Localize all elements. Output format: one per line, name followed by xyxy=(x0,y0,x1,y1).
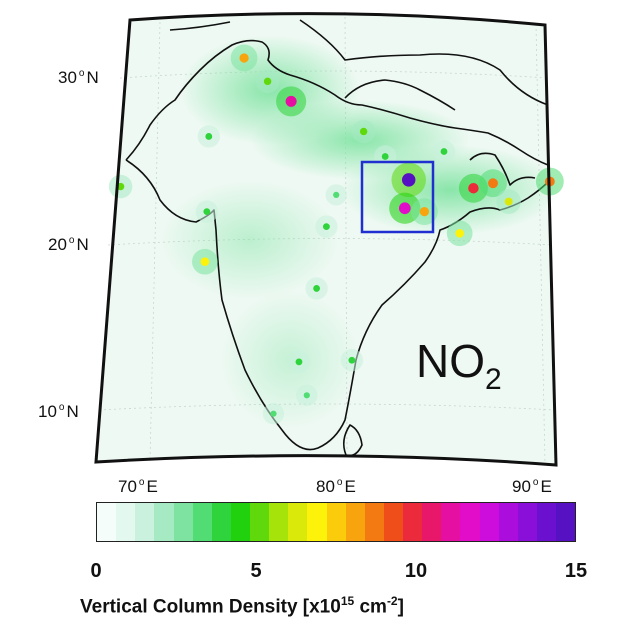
lon-label-70: 70 o E xyxy=(118,477,158,496)
hotspot xyxy=(488,178,498,189)
hotspot xyxy=(504,197,513,206)
hotspot xyxy=(455,228,464,238)
colorbar-tick-10: 10 xyxy=(404,560,428,582)
colorbar-swatch xyxy=(116,503,136,541)
colorbar-label: Vertical Column Density [x1015 cm-2] xyxy=(80,594,404,618)
no2-hotspots xyxy=(108,44,564,425)
colorbar-swatch xyxy=(479,503,499,541)
colorbar-swatch xyxy=(154,503,174,541)
hotspot xyxy=(285,95,297,107)
hotspot xyxy=(440,148,448,155)
colorbar-swatch xyxy=(135,503,155,541)
colorbar-swatch xyxy=(422,503,442,541)
hotspot xyxy=(263,77,272,86)
species-label: NO2 xyxy=(416,335,502,396)
colorbar-swatch xyxy=(441,503,461,541)
study-region-box xyxy=(360,160,435,234)
colorbar-swatch xyxy=(307,503,327,541)
colorbar-swatch xyxy=(364,503,384,541)
colorbar-swatch xyxy=(211,503,231,541)
hotspot xyxy=(401,173,416,187)
colorbar-swatch xyxy=(269,503,289,541)
hotspot xyxy=(381,153,389,160)
hotspot xyxy=(333,191,340,199)
hotspot xyxy=(295,358,303,366)
colorbar-tick-15: 15 xyxy=(564,560,588,582)
western-border xyxy=(125,39,291,161)
nepal-border xyxy=(344,79,456,111)
colorbar-swatch xyxy=(517,503,537,541)
srilanka xyxy=(342,424,363,457)
colorbar-swatch xyxy=(173,503,193,541)
hotspot xyxy=(313,285,321,292)
hotspot xyxy=(270,410,277,417)
lon-label-90: 90 o E xyxy=(512,477,552,496)
bangladesh-border xyxy=(469,152,536,186)
colorbar-swatch xyxy=(326,503,346,541)
hotspot xyxy=(205,133,213,140)
hotspot xyxy=(303,392,310,399)
hotspot xyxy=(200,257,210,267)
himalaya-border xyxy=(289,74,549,166)
colorbar-swatch xyxy=(460,503,480,541)
lat-label-20: 20 o N xyxy=(48,235,89,254)
lon-label-80: 80 o E xyxy=(316,477,356,496)
colorbar-swatch xyxy=(192,503,212,541)
colorbar-swatch xyxy=(97,503,117,541)
colorbar-swatch xyxy=(536,503,556,541)
colorbar-swatch xyxy=(345,503,365,541)
hotspot xyxy=(359,127,368,136)
hotspot xyxy=(398,202,411,215)
map-frame xyxy=(94,12,558,467)
hotspot xyxy=(348,356,356,364)
colorbar-tick-0: 0 xyxy=(90,560,102,582)
colorbar-swatch xyxy=(403,503,423,541)
colorbar-swatch xyxy=(230,503,250,541)
lat-label-30: 30 o N xyxy=(58,68,99,87)
colorbar-swatch xyxy=(498,503,518,541)
lat-label-10: 10 o N xyxy=(38,402,79,421)
hotspot xyxy=(322,223,330,231)
colorbar-swatch xyxy=(288,503,308,541)
colorbar-swatch xyxy=(250,503,270,541)
hotspot xyxy=(468,182,479,194)
colorbar xyxy=(96,502,576,542)
colorbar-swatch xyxy=(556,503,576,541)
hotspot xyxy=(419,206,430,217)
colorbar-tick-5: 5 xyxy=(250,560,262,582)
colorbar-swatch xyxy=(383,503,403,541)
tibet-border xyxy=(169,19,549,106)
hotspot xyxy=(239,53,249,63)
hotspot xyxy=(203,208,211,216)
